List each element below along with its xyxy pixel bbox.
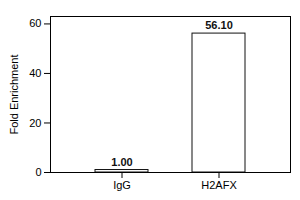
svg-text:Fold Enrichment: Fold Enrichment [8,54,20,134]
svg-text:60: 60 [29,17,41,29]
svg-text:IgG: IgG [113,179,131,191]
svg-text:20: 20 [29,116,41,128]
svg-text:0: 0 [35,166,41,178]
svg-text:40: 40 [29,67,41,79]
svg-text:H2AFX: H2AFX [201,179,237,191]
svg-text:1.00: 1.00 [111,156,132,168]
svg-text:56.10: 56.10 [205,19,233,31]
